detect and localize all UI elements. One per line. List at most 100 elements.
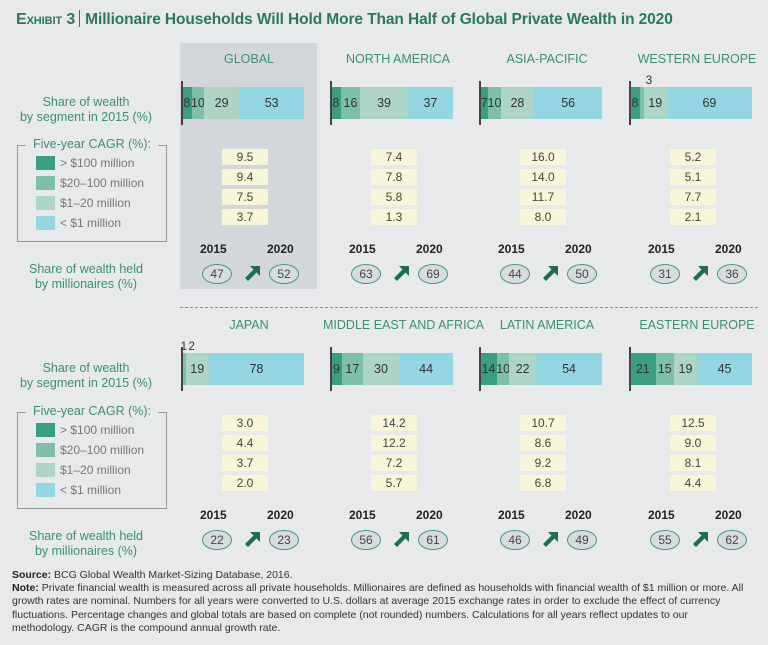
region-name: GLOBAL [223, 52, 275, 66]
bar-segment-label: 69 [702, 96, 717, 110]
bar-baseline [629, 81, 631, 125]
cagr-value: 12.5 [670, 415, 716, 431]
region-name: JAPAN [229, 318, 269, 332]
legend-swatch [36, 156, 55, 170]
legend-item: $20–100 million [36, 443, 144, 457]
legend-border [158, 412, 166, 413]
label-line: by millionaires (%) [34, 544, 138, 558]
bar-segment-label: 56 [561, 96, 576, 110]
bar-segment: 69 [666, 87, 752, 119]
stacked-bar: 7 10 28 56 [480, 87, 602, 119]
cagr-value: 14.0 [520, 169, 566, 185]
legend-swatch [36, 176, 55, 190]
legend-swatch [36, 443, 55, 457]
year-2015-label: 2015 [349, 508, 376, 522]
year-2015-label: 2015 [648, 508, 675, 522]
bar-segment: 9 [331, 353, 342, 385]
legend-item: $20–100 million [36, 176, 144, 190]
bar-segment-label: 22 [515, 362, 530, 376]
bar-segment: 45 [697, 353, 752, 385]
legend-border [18, 145, 26, 146]
growth-arrow-icon [541, 265, 559, 283]
millionaire-share-2020: 49 [567, 530, 597, 550]
cagr-value: 14.2 [371, 415, 417, 431]
year-2020-label: 2020 [267, 242, 294, 256]
bar-callout-label: 2 [188, 341, 195, 353]
note-text: Private financial wealth is measured acr… [12, 582, 744, 634]
year-2020-label: 2020 [416, 242, 443, 256]
legend-border [158, 145, 166, 146]
bar-segment: 8 [331, 87, 341, 119]
bar-baseline [181, 81, 183, 125]
year-2015-label: 2015 [200, 242, 227, 256]
cagr-value: 9.5 [222, 149, 268, 165]
bar-segment-label: 10 [487, 96, 502, 110]
cagr-value: 9.2 [520, 455, 566, 471]
cagr-value: 9.4 [222, 169, 268, 185]
bar-baseline [330, 347, 332, 391]
bar-baseline [479, 81, 481, 125]
year-2015-label: 2015 [498, 508, 525, 522]
legend-label: < $1 million [60, 483, 122, 497]
cagr-legend: Five-year CAGR (%): > $100 million $20–1… [17, 137, 167, 242]
year-2020-label: 2020 [715, 242, 742, 256]
bar-segment-label: 30 [374, 362, 388, 376]
bar-segment: 44 [399, 353, 453, 385]
bar-baseline [330, 81, 332, 125]
bar-segment: 14 [480, 353, 498, 385]
cagr-value: 8.0 [520, 209, 566, 225]
stacked-bar: 8 10 29 53 [182, 87, 304, 119]
label-line: by segment in 2015 (%) [19, 376, 152, 390]
bar-segment-label: 8 [631, 96, 639, 110]
share-by-segment-label: Share of wealth by segment in 2015 (%) [6, 361, 166, 391]
bar-callout-label: 1 [180, 341, 188, 353]
bar-segment: 28 [500, 87, 535, 119]
bar-segment-label: 45 [717, 362, 732, 376]
cagr-value: 8.6 [520, 435, 566, 451]
source-text: BCG Global Wealth Market-Sizing Database… [51, 569, 293, 581]
bar-segment: 19 [185, 353, 209, 385]
exhibit-number: Exhibit 3 [16, 11, 76, 28]
legend-item: > $100 million [36, 423, 134, 437]
cagr-value: 2.1 [670, 209, 716, 225]
year-2020-label: 2020 [267, 508, 294, 522]
bar-baseline [479, 347, 481, 391]
bar-segment-label: 54 [562, 362, 576, 376]
cagr-value: 12.2 [371, 435, 417, 451]
millionaire-share-2015: 56 [351, 530, 381, 550]
bar-segment-label: 29 [214, 96, 229, 110]
region-name: ASIA-PACIFIC [506, 52, 588, 66]
millionaire-share-2020: 36 [717, 264, 747, 284]
bar-segment [183, 353, 186, 385]
cagr-value: 10.7 [520, 415, 566, 431]
cagr-value: 7.7 [670, 189, 716, 205]
legend-item: < $1 million [36, 483, 121, 497]
bar-segment: 22 [509, 353, 537, 385]
legend-label: > $100 million [60, 156, 135, 170]
legend-item: $1–20 million [36, 196, 131, 210]
millionaire-share-2015: 47 [202, 264, 232, 284]
legend-item: < $1 million [36, 216, 121, 230]
year-2015-label: 2015 [648, 242, 675, 256]
region-name: EASTERN EUROPE [639, 318, 755, 332]
bar-segment: 8 [630, 87, 640, 119]
legend-label: $20–100 million [60, 176, 145, 190]
year-2020-label: 2020 [416, 508, 443, 522]
exhibit-heading: Millionaire Households Will Hold More Th… [85, 11, 673, 28]
bar-segment: 17 [341, 353, 363, 385]
bar-segment-label: 44 [419, 362, 434, 376]
bar-segment: 16 [340, 87, 361, 119]
legend-swatch [36, 423, 55, 437]
bar-segment: 78 [208, 353, 304, 385]
bar-segment: 15 [655, 353, 674, 385]
legend-swatch [36, 463, 55, 477]
bar-callout-label: 3 [645, 75, 653, 87]
growth-arrow-icon [243, 265, 261, 283]
region-name: LATIN AMERICA [499, 318, 595, 332]
millionaire-share-2015: 63 [351, 264, 381, 284]
note-label: Note: [12, 582, 39, 595]
global-highlight-panel [180, 43, 317, 289]
label-line: Share of wealth held [29, 529, 143, 543]
cagr-value: 9.0 [670, 435, 716, 451]
millionaire-share-2015: 46 [500, 530, 530, 550]
